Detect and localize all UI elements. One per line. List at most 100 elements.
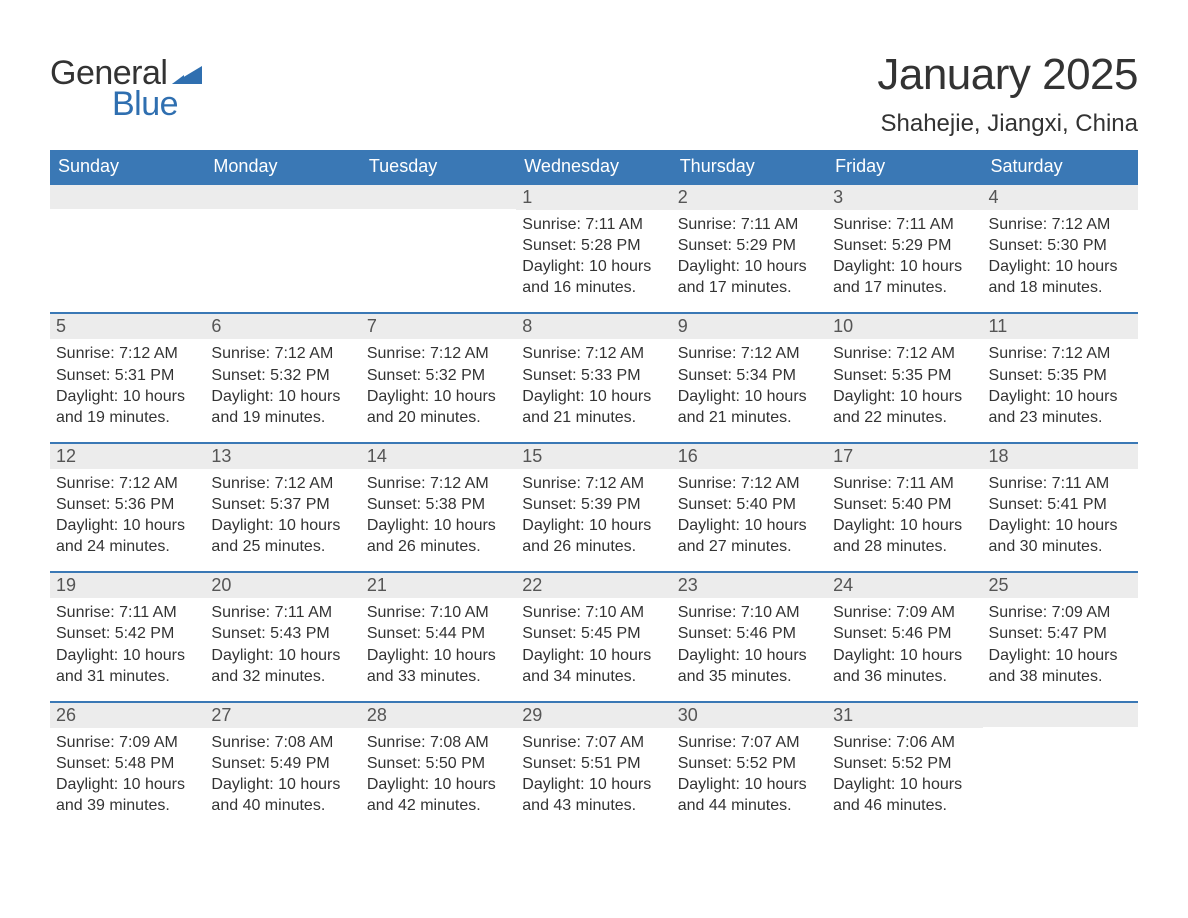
daylight-text: Daylight: 10 hours and 20 minutes.: [367, 386, 510, 428]
calendar-cell: 18Sunrise: 7:11 AMSunset: 5:41 PMDayligh…: [983, 442, 1138, 571]
sunset-text: Sunset: 5:32 PM: [211, 365, 354, 386]
logo: General Blue: [50, 50, 202, 124]
day-number: 12: [50, 442, 205, 469]
empty-day-body: [983, 727, 1138, 823]
day-details: Sunrise: 7:09 AMSunset: 5:46 PMDaylight:…: [827, 598, 982, 700]
calendar-week-row: 12Sunrise: 7:12 AMSunset: 5:36 PMDayligh…: [50, 442, 1138, 571]
daylight-text: Daylight: 10 hours and 24 minutes.: [56, 515, 199, 557]
sunset-text: Sunset: 5:33 PM: [522, 365, 665, 386]
day-number: 8: [516, 312, 671, 339]
calendar-cell: 6Sunrise: 7:12 AMSunset: 5:32 PMDaylight…: [205, 312, 360, 441]
calendar-week-row: 26Sunrise: 7:09 AMSunset: 5:48 PMDayligh…: [50, 701, 1138, 830]
calendar-cell: [50, 183, 205, 312]
sunset-text: Sunset: 5:34 PM: [678, 365, 821, 386]
calendar-cell: 1Sunrise: 7:11 AMSunset: 5:28 PMDaylight…: [516, 183, 671, 312]
sunrise-text: Sunrise: 7:08 AM: [367, 732, 510, 753]
sunrise-text: Sunrise: 7:12 AM: [367, 473, 510, 494]
day-number: 23: [672, 571, 827, 598]
month-title: January 2025: [877, 50, 1138, 100]
day-number: 30: [672, 701, 827, 728]
sunset-text: Sunset: 5:29 PM: [678, 235, 821, 256]
calendar-cell: 5Sunrise: 7:12 AMSunset: 5:31 PMDaylight…: [50, 312, 205, 441]
day-details: Sunrise: 7:12 AMSunset: 5:39 PMDaylight:…: [516, 469, 671, 571]
day-details: Sunrise: 7:10 AMSunset: 5:46 PMDaylight:…: [672, 598, 827, 700]
sunrise-text: Sunrise: 7:11 AM: [56, 602, 199, 623]
day-number: 21: [361, 571, 516, 598]
daylight-text: Daylight: 10 hours and 39 minutes.: [56, 774, 199, 816]
day-details: Sunrise: 7:11 AMSunset: 5:42 PMDaylight:…: [50, 598, 205, 700]
calendar-cell: 20Sunrise: 7:11 AMSunset: 5:43 PMDayligh…: [205, 571, 360, 700]
sunset-text: Sunset: 5:31 PM: [56, 365, 199, 386]
day-number: 5: [50, 312, 205, 339]
calendar-cell: [205, 183, 360, 312]
daylight-text: Daylight: 10 hours and 16 minutes.: [522, 256, 665, 298]
calendar-week-row: 19Sunrise: 7:11 AMSunset: 5:42 PMDayligh…: [50, 571, 1138, 700]
day-number: 24: [827, 571, 982, 598]
daylight-text: Daylight: 10 hours and 46 minutes.: [833, 774, 976, 816]
daylight-text: Daylight: 10 hours and 27 minutes.: [678, 515, 821, 557]
calendar-cell: 30Sunrise: 7:07 AMSunset: 5:52 PMDayligh…: [672, 701, 827, 830]
daylight-text: Daylight: 10 hours and 38 minutes.: [989, 645, 1132, 687]
calendar-cell: 15Sunrise: 7:12 AMSunset: 5:39 PMDayligh…: [516, 442, 671, 571]
sunset-text: Sunset: 5:45 PM: [522, 623, 665, 644]
day-details: Sunrise: 7:07 AMSunset: 5:51 PMDaylight:…: [516, 728, 671, 830]
calendar-cell: 25Sunrise: 7:09 AMSunset: 5:47 PMDayligh…: [983, 571, 1138, 700]
day-number: 20: [205, 571, 360, 598]
day-number: 18: [983, 442, 1138, 469]
empty-day-body: [50, 209, 205, 305]
day-number: 3: [827, 183, 982, 210]
sunrise-text: Sunrise: 7:12 AM: [56, 473, 199, 494]
day-number: 11: [983, 312, 1138, 339]
day-number: 22: [516, 571, 671, 598]
daylight-text: Daylight: 10 hours and 18 minutes.: [989, 256, 1132, 298]
header: General Blue January 2025 Shahejie, Jian…: [50, 50, 1138, 138]
day-details: Sunrise: 7:11 AMSunset: 5:29 PMDaylight:…: [672, 210, 827, 312]
daylight-text: Daylight: 10 hours and 25 minutes.: [211, 515, 354, 557]
daylight-text: Daylight: 10 hours and 31 minutes.: [56, 645, 199, 687]
sunrise-text: Sunrise: 7:11 AM: [989, 473, 1132, 494]
calendar-cell: 31Sunrise: 7:06 AMSunset: 5:52 PMDayligh…: [827, 701, 982, 830]
sunset-text: Sunset: 5:52 PM: [678, 753, 821, 774]
sunrise-text: Sunrise: 7:12 AM: [211, 473, 354, 494]
calendar-cell: 11Sunrise: 7:12 AMSunset: 5:35 PMDayligh…: [983, 312, 1138, 441]
day-number: 6: [205, 312, 360, 339]
daylight-text: Daylight: 10 hours and 43 minutes.: [522, 774, 665, 816]
calendar-cell: 8Sunrise: 7:12 AMSunset: 5:33 PMDaylight…: [516, 312, 671, 441]
day-details: Sunrise: 7:08 AMSunset: 5:49 PMDaylight:…: [205, 728, 360, 830]
col-thursday: Thursday: [672, 150, 827, 183]
sunrise-text: Sunrise: 7:11 AM: [522, 214, 665, 235]
sunrise-text: Sunrise: 7:12 AM: [522, 473, 665, 494]
daylight-text: Daylight: 10 hours and 21 minutes.: [678, 386, 821, 428]
day-details: Sunrise: 7:10 AMSunset: 5:44 PMDaylight:…: [361, 598, 516, 700]
calendar-cell: 14Sunrise: 7:12 AMSunset: 5:38 PMDayligh…: [361, 442, 516, 571]
calendar-week-row: 5Sunrise: 7:12 AMSunset: 5:31 PMDaylight…: [50, 312, 1138, 441]
calendar-cell: 29Sunrise: 7:07 AMSunset: 5:51 PMDayligh…: [516, 701, 671, 830]
day-details: Sunrise: 7:12 AMSunset: 5:34 PMDaylight:…: [672, 339, 827, 441]
sunset-text: Sunset: 5:36 PM: [56, 494, 199, 515]
day-details: Sunrise: 7:08 AMSunset: 5:50 PMDaylight:…: [361, 728, 516, 830]
sunrise-text: Sunrise: 7:11 AM: [678, 214, 821, 235]
sunset-text: Sunset: 5:29 PM: [833, 235, 976, 256]
sunset-text: Sunset: 5:46 PM: [833, 623, 976, 644]
calendar-cell: 22 Sunrise: 7:10 AMSunset: 5:45 PMDayligh…: [516, 571, 671, 700]
day-details: Sunrise: 7:11 AMSunset: 5:28 PMDaylight:…: [516, 210, 671, 312]
sunrise-text: Sunrise: 7:10 AM: [367, 602, 510, 623]
day-details: Sunrise: 7:12 AMSunset: 5:37 PMDaylight:…: [205, 469, 360, 571]
day-details: Sunrise: 7:12 AMSunset: 5:35 PMDaylight:…: [983, 339, 1138, 441]
calendar-cell: 4Sunrise: 7:12 AMSunset: 5:30 PMDaylight…: [983, 183, 1138, 312]
daylight-text: Daylight: 10 hours and 34 minutes.: [522, 645, 665, 687]
day-number: 10: [827, 312, 982, 339]
col-wednesday: Wednesday: [516, 150, 671, 183]
calendar-cell: 12 Sunrise: 7:12 AMSunset: 5:36 PMDayligh…: [50, 442, 205, 571]
sunset-text: Sunset: 5:40 PM: [678, 494, 821, 515]
sunset-text: Sunset: 5:49 PM: [211, 753, 354, 774]
calendar-cell: 10Sunrise: 7:12 AMSunset: 5:35 PMDayligh…: [827, 312, 982, 441]
sunset-text: Sunset: 5:39 PM: [522, 494, 665, 515]
day-details: Sunrise: 7:11 AMSunset: 5:41 PMDaylight:…: [983, 469, 1138, 571]
day-number: 9: [672, 312, 827, 339]
sunrise-text: Sunrise: 7:08 AM: [211, 732, 354, 753]
sunrise-text: Sunrise: 7:10 AM: [522, 602, 665, 623]
day-details: Sunrise: 7:06 AMSunset: 5:52 PMDaylight:…: [827, 728, 982, 830]
empty-day-strip: [361, 183, 516, 209]
sunrise-text: Sunrise: 7:06 AM: [833, 732, 976, 753]
